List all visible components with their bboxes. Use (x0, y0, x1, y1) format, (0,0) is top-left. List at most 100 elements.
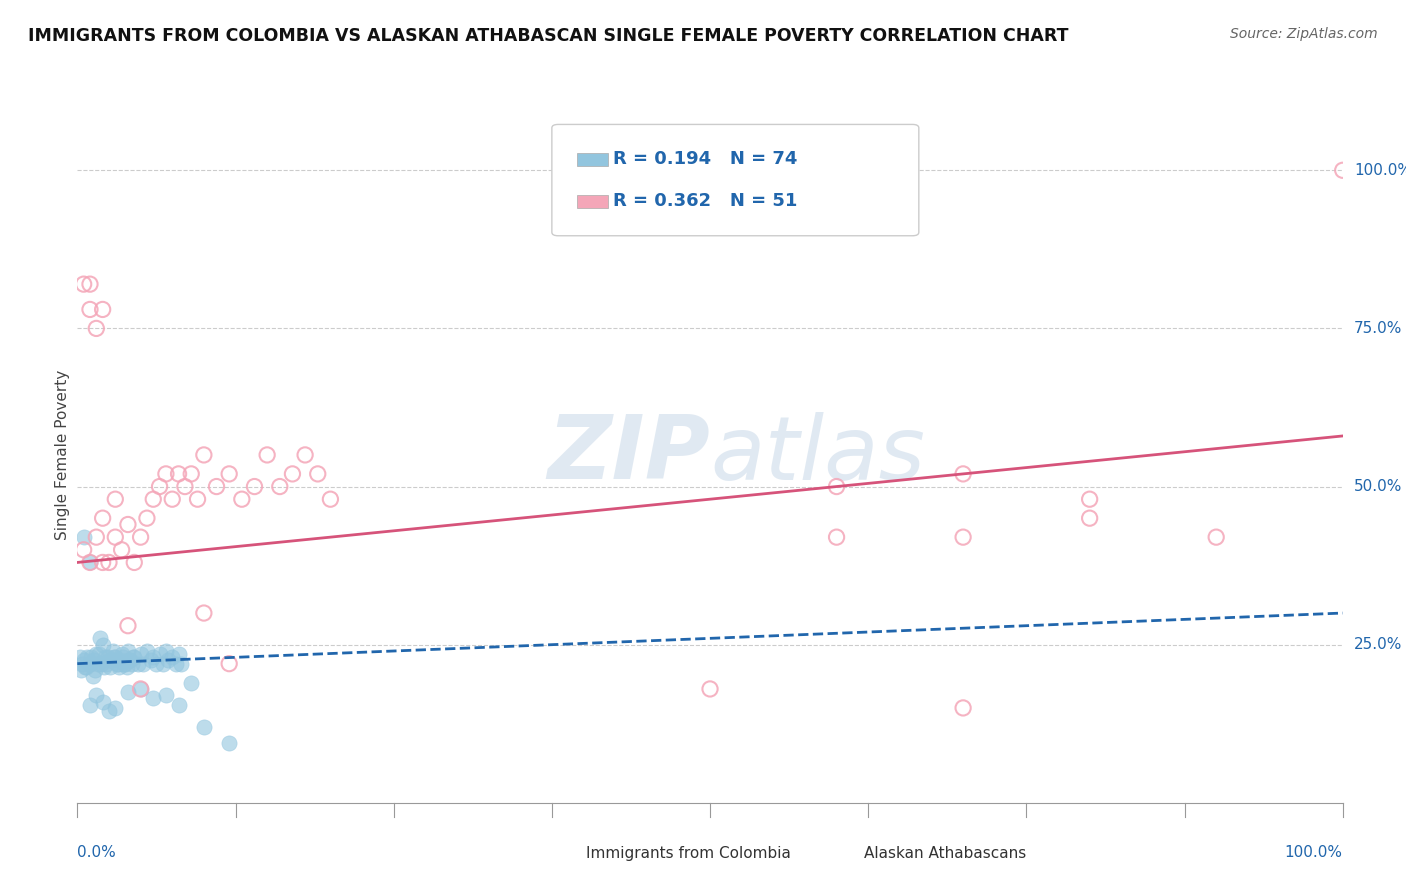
Point (79, 556, 101, 570)
Point (70, 663, 93, 677)
Point (111, 542, 132, 557)
Point (108, 660, 131, 674)
Point (121, 657, 143, 671)
Point (149, 647, 172, 661)
Point (152, 657, 174, 671)
Point (162, 650, 183, 665)
Point (162, 492, 183, 507)
Point (952, 530, 974, 544)
Point (1205, 530, 1227, 544)
Point (124, 650, 146, 665)
Point (193, 606, 215, 620)
Point (103, 650, 125, 665)
Point (180, 467, 202, 481)
Point (149, 479, 172, 493)
Point (90, 657, 112, 671)
Point (91, 556, 114, 570)
Text: 100.0%: 100.0% (1354, 163, 1406, 178)
Point (145, 657, 167, 671)
Point (79, 277, 101, 292)
FancyBboxPatch shape (578, 194, 609, 208)
Point (269, 479, 291, 493)
Point (281, 467, 304, 481)
Point (104, 530, 127, 544)
Point (136, 644, 159, 658)
Point (73, 277, 96, 292)
Text: R = 0.194   N = 74: R = 0.194 N = 74 (613, 151, 797, 169)
Point (98, 704, 120, 718)
Point (93, 660, 115, 674)
Point (243, 479, 266, 493)
Point (193, 720, 215, 734)
Point (180, 675, 202, 690)
Point (86, 657, 108, 671)
Point (294, 448, 316, 462)
Point (124, 556, 146, 570)
Point (98, 660, 121, 674)
Point (170, 657, 193, 671)
Point (105, 657, 128, 671)
Point (112, 657, 135, 671)
Point (89, 632, 111, 646)
Point (1078, 511, 1101, 525)
Point (111, 650, 134, 665)
Point (79, 657, 101, 671)
Point (75, 660, 97, 674)
FancyBboxPatch shape (824, 845, 852, 862)
Point (98, 556, 120, 570)
Point (83, 653, 105, 667)
Text: 0.0%: 0.0% (77, 845, 117, 860)
Point (73, 530, 96, 544)
Point (307, 467, 329, 481)
Point (69, 650, 91, 665)
Point (167, 698, 190, 712)
Point (174, 479, 197, 493)
Point (1078, 492, 1101, 507)
Point (91, 511, 114, 525)
Point (231, 492, 253, 507)
Point (100, 653, 122, 667)
Text: 50.0%: 50.0% (1354, 479, 1402, 494)
Text: 100.0%: 100.0% (1285, 845, 1343, 860)
Point (73, 653, 96, 667)
Text: atlas: atlas (710, 412, 925, 498)
Point (952, 467, 974, 481)
Point (1331, 163, 1354, 178)
Point (82, 669, 104, 683)
Point (136, 511, 159, 525)
Point (218, 657, 240, 671)
Point (117, 517, 139, 532)
Point (256, 448, 278, 462)
Point (79, 698, 101, 712)
FancyBboxPatch shape (546, 845, 574, 862)
Point (73, 660, 96, 674)
Point (104, 492, 127, 507)
Point (101, 644, 124, 658)
Point (218, 736, 240, 750)
Point (132, 657, 155, 671)
Point (115, 660, 138, 674)
Text: R = 0.362   N = 51: R = 0.362 N = 51 (613, 193, 797, 211)
Point (155, 467, 177, 481)
Point (96, 657, 118, 671)
Text: ZIP: ZIP (547, 411, 710, 499)
Point (118, 653, 141, 667)
FancyBboxPatch shape (578, 153, 609, 166)
Point (98, 653, 120, 667)
Point (87, 647, 110, 661)
Text: Source: ZipAtlas.com: Source: ZipAtlas.com (1230, 27, 1378, 41)
Point (218, 467, 240, 481)
Text: Immigrants from Colombia: Immigrants from Colombia (586, 846, 792, 861)
Point (155, 688, 177, 702)
Point (122, 650, 145, 665)
Point (186, 492, 209, 507)
Point (142, 691, 165, 706)
Point (86, 321, 108, 335)
Point (91, 638, 114, 652)
Point (77, 657, 100, 671)
Point (86, 647, 108, 661)
Point (157, 653, 180, 667)
Point (120, 653, 142, 667)
Point (79, 302, 101, 317)
Point (79, 556, 101, 570)
